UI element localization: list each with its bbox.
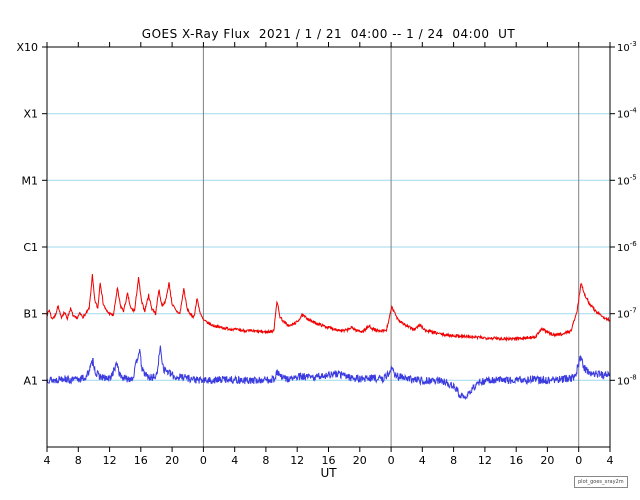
flare-class-label: C1 — [23, 241, 38, 254]
x-tick-label: 8 — [450, 454, 457, 467]
chart-title: GOES X-Ray Flux 2021 / 1 / 21 04:00 -- 1… — [141, 27, 516, 41]
x-tick-label: 4 — [44, 454, 51, 467]
x-tick-label: 8 — [75, 454, 82, 467]
xray-long-flux-line — [46, 273, 611, 342]
x-tick-label: 20 — [165, 454, 179, 467]
x-tick-label: 4 — [607, 454, 614, 467]
x-tick-label: 12 — [103, 454, 117, 467]
xray-short-flux-line — [46, 345, 611, 401]
x-tick-label: 16 — [509, 454, 523, 467]
flux-power-label: 10-6 — [617, 240, 637, 254]
flux-power-label: 10-8 — [617, 373, 637, 387]
flux-power-label: 10-7 — [617, 307, 637, 321]
x-tick-label: 20 — [353, 454, 367, 467]
x-tick-label: 8 — [262, 454, 269, 467]
flux-power-label: 10-3 — [617, 40, 637, 54]
x-tick-label: 16 — [322, 454, 336, 467]
x-tick-label: 4 — [231, 454, 238, 467]
flux-power-label: 10-5 — [617, 173, 637, 187]
flare-class-label: X1 — [23, 108, 38, 121]
x-tick-label: 12 — [290, 454, 304, 467]
flare-class-label: M1 — [22, 174, 39, 187]
flare-class-label: B1 — [23, 308, 38, 321]
x-tick-label: 4 — [419, 454, 426, 467]
flare-class-label: X10 — [16, 41, 38, 54]
x-tick-label: 0 — [388, 454, 395, 467]
x-tick-label: 0 — [575, 454, 582, 467]
x-tick-label: 16 — [134, 454, 148, 467]
x-tick-label: 20 — [540, 454, 554, 467]
x-tick-label: 0 — [200, 454, 207, 467]
x-tick-label: 12 — [478, 454, 492, 467]
plot-watermark: plot_goes_xray2m — [574, 476, 628, 488]
flare-class-label: A1 — [23, 374, 38, 387]
flux-power-label: 10-4 — [617, 107, 637, 121]
x-axis-label: UT — [320, 466, 337, 480]
